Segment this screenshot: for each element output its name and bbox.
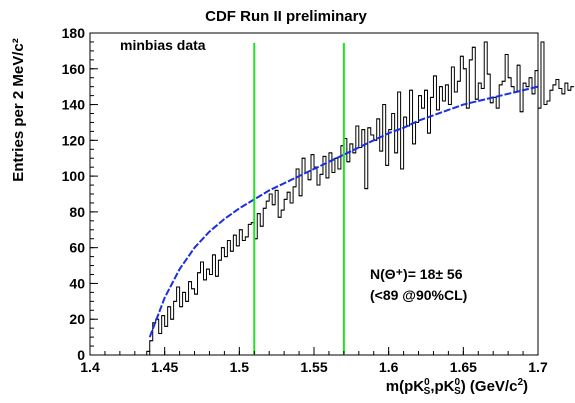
fit-curve-layer [148, 85, 539, 338]
annotation-limit: (<89 @90%CL) [370, 287, 467, 303]
y-axis-label: Entries per 2 MeV/c² [10, 38, 27, 181]
x-tick-label: 1.6 [379, 359, 399, 375]
y-tick-label: 0 [77, 347, 85, 363]
x-tick-label: 1.7 [528, 359, 548, 375]
axis-ticks: 1.4 1.45 1.5 1.55 1.6 1.65 1.7 0 20 40 60 80 100 120 1… [62, 25, 548, 375]
plot-frame [89, 32, 539, 356]
y-tick-label: 160 [62, 61, 86, 77]
fit-curve [148, 85, 539, 338]
signal-window-lines [253, 43, 345, 355]
y-tick-label: 120 [62, 132, 86, 148]
x-tick-label: 1.45 [151, 359, 178, 375]
y-tick-label: 80 [69, 204, 85, 220]
plot-frame-rect [89, 32, 539, 356]
histogram-layer [146, 41, 574, 355]
x-axis-label: m(pK0 S,pK0 S) (GeV/c2) [386, 377, 528, 397]
x-tick-label: 1.5 [230, 359, 250, 375]
x-tick-label: 1.65 [450, 359, 477, 375]
y-tick-label: 100 [62, 168, 86, 184]
y-tick-label: 40 [69, 275, 85, 291]
y-tick-label: 140 [62, 97, 86, 113]
annotation-minbias: minbias data [120, 37, 206, 53]
x-tick-label: 1.55 [300, 359, 327, 375]
y-tick-label: 20 [69, 311, 85, 327]
y-tick-label: 180 [62, 25, 86, 41]
annotation-yield: N(Θ⁺)= 18± 56 [370, 266, 463, 282]
x-tick-label: 1.4 [80, 359, 100, 375]
histogram-outline [146, 41, 574, 355]
y-tick-label: 60 [69, 240, 85, 256]
chart-title: CDF Run II preliminary [205, 8, 367, 25]
